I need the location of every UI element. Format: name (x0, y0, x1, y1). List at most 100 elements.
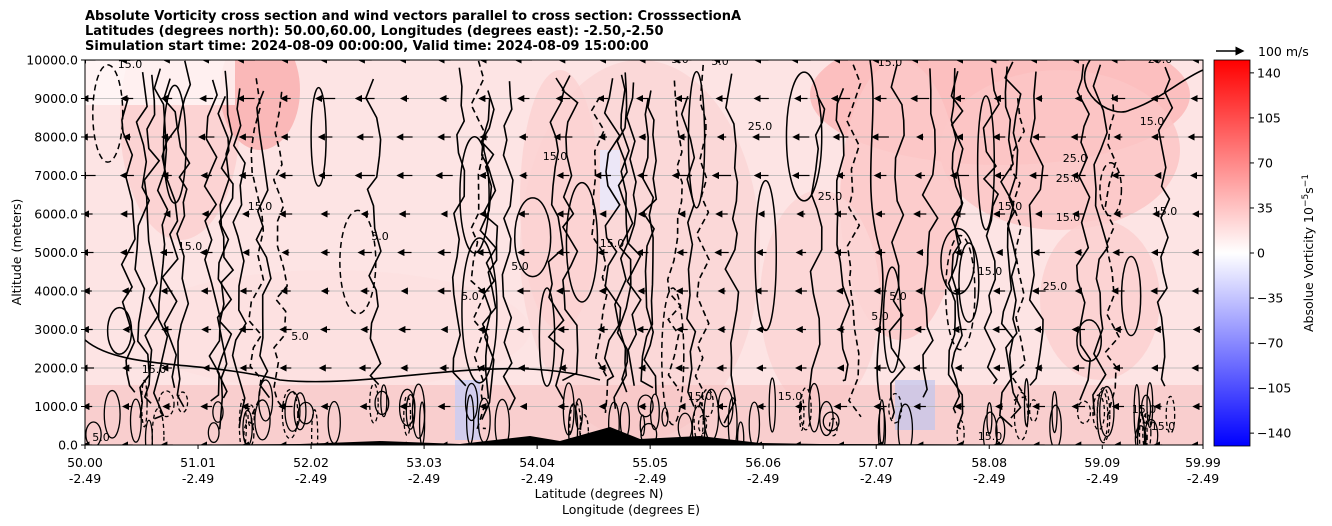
contour-line (161, 78, 179, 388)
contour-line (203, 79, 221, 402)
contour-surface (897, 403, 914, 445)
x-tick-label-lat: 50.00 (67, 455, 103, 470)
colorbar-tick-label: 0 (1257, 246, 1265, 261)
y-tick-label: 9000.0 (34, 91, 78, 106)
contour-surface (661, 407, 669, 427)
x-tick-label-lon: -2.49 (69, 471, 101, 486)
contour-surface (464, 382, 479, 422)
contour-line (479, 90, 497, 420)
contour-loop (754, 179, 778, 332)
contour-surface (247, 404, 255, 428)
contour-surface (736, 421, 745, 445)
colorbar-ticks: 140 105 70 35 0 −35 −70 −105 −140 (1250, 65, 1291, 441)
contour-line (451, 67, 467, 387)
contour-line (85, 339, 601, 383)
title-line-2: Latitudes (degrees north): 50.00,60.00, … (85, 24, 664, 39)
contour-line (680, 95, 697, 407)
contour-label: 5.0 (92, 431, 110, 444)
contour-label: 5.0 (291, 330, 309, 343)
contour-loop (339, 209, 377, 315)
x-tick-label-lat: 51.01 (180, 455, 216, 470)
x-tick-label-lat: 55.05 (632, 455, 668, 470)
contour-label: 15.0 (1151, 420, 1176, 433)
contour-surface (369, 383, 379, 424)
contour-line (272, 91, 289, 410)
y-tick-label: 4000.0 (34, 284, 78, 299)
contour-line (1083, 60, 1203, 113)
contour-label: 15.0 (1056, 211, 1081, 224)
contour-surface (727, 397, 738, 445)
contour-label: 5.0 (511, 260, 529, 273)
y-tick-label: 5000.0 (34, 245, 78, 260)
contour-surface (140, 379, 148, 428)
contour-label: 15.0 (1132, 403, 1157, 416)
x-tick-label-lon: -2.49 (1086, 471, 1118, 486)
contour-label: 5.0 (889, 290, 907, 303)
contour-line (561, 75, 579, 382)
contour-line (365, 78, 382, 386)
x-tick-label-lon: -2.49 (295, 471, 327, 486)
contour-surface (1096, 390, 1109, 443)
contour-line (694, 64, 710, 411)
contour-label: 15.0 (543, 150, 568, 163)
title-line-1: Absolute Vorticity cross section and win… (85, 9, 742, 24)
contour-labels: 15.0 15.0 15.0 25.0 25.0 15.0 5.0 15.0 5.0 15.0 15… (92, 60, 1178, 444)
contour-surface (888, 392, 903, 424)
contour-surface (995, 416, 1006, 445)
contour-surface (207, 422, 220, 444)
y-tick-label: 1000.0 (34, 399, 78, 414)
contour-line (1004, 61, 1022, 419)
contour-loop (882, 266, 902, 374)
contour-line (143, 74, 161, 404)
contour-line (134, 71, 151, 418)
contour-surface (878, 399, 885, 445)
contour-surface (103, 389, 121, 439)
contour-surface (982, 411, 998, 445)
contour-loop (513, 197, 552, 278)
colorbar-tick-label: 35 (1257, 200, 1273, 215)
contour-surface (567, 403, 579, 445)
contour-surface (1165, 395, 1176, 434)
contour-loop (687, 70, 706, 209)
contour-surface (956, 419, 965, 445)
contour-surface (254, 399, 271, 441)
contour-line (666, 80, 684, 391)
contour-surface (1051, 390, 1058, 434)
contour-line (1092, 64, 1109, 416)
contour-line (590, 96, 609, 413)
x-tick-label-lat: 58.08 (971, 455, 1007, 470)
contour-surface (1092, 394, 1106, 431)
contour-surface (494, 398, 511, 445)
contour-loop (661, 287, 685, 426)
vorticity-shade-blob (760, 190, 880, 410)
contour-surface (1076, 400, 1092, 424)
contour-surface (85, 421, 102, 445)
contour-label: 15.0 (248, 200, 273, 213)
contour-label: 5.0 (871, 310, 889, 323)
contour-line (998, 66, 1015, 428)
contour-line (950, 71, 964, 414)
y-axis-label: Altitude (meters) (9, 199, 24, 306)
y-tick-label: 10000.0 (26, 53, 78, 68)
contour-label: 15.0 (1140, 115, 1165, 128)
contour-line (603, 78, 622, 381)
y-tick-label: 6000.0 (34, 207, 78, 222)
contour-surface (1146, 381, 1154, 429)
contour-line (1075, 64, 1092, 401)
contour-line (501, 81, 516, 411)
contour-loop (1076, 319, 1103, 363)
contour-label: 5.0 (371, 230, 389, 243)
x-axis-ticks: 50.00-2.4951.01-2.4952.02-2.4953.03-2.49… (67, 445, 1221, 486)
y-tick-label: 3000.0 (34, 322, 78, 337)
contour-surface (1142, 412, 1152, 445)
contour-loop (1120, 255, 1142, 337)
contour-line (846, 64, 862, 418)
terrain-silhouette (85, 427, 1203, 445)
contour-label: 15.0 (1153, 205, 1178, 218)
title-line-3: Simulation start time: 2024-08-09 00:00:… (85, 39, 649, 54)
contour-surface (579, 414, 590, 445)
contour-line (808, 94, 826, 391)
contour-surface (310, 409, 319, 445)
contour-surface (828, 417, 838, 437)
